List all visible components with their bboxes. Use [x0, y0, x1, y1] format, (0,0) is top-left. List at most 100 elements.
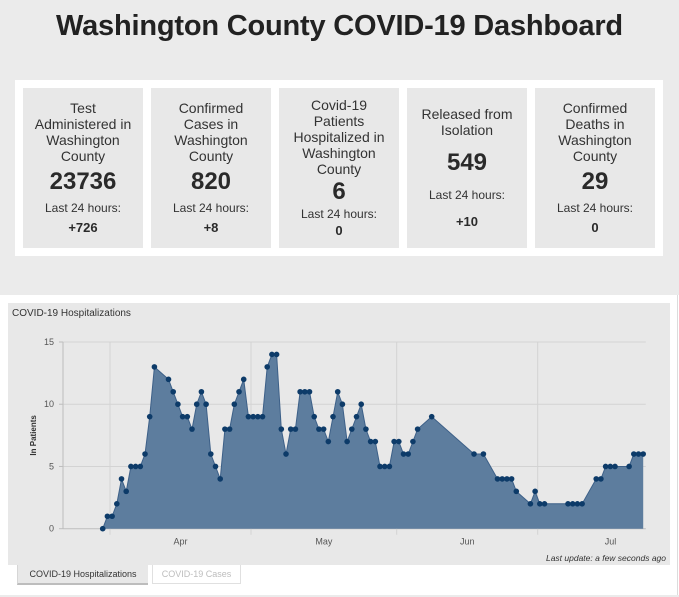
data-point[interactable] — [217, 476, 224, 482]
data-point[interactable] — [410, 438, 416, 445]
data-point[interactable] — [297, 388, 303, 395]
data-point[interactable] — [598, 476, 604, 482]
stat-title: Released from Isolation — [421, 106, 513, 139]
data-point[interactable] — [527, 501, 534, 507]
data-point[interactable] — [250, 413, 256, 420]
data-point[interactable] — [381, 463, 388, 470]
data-point[interactable] — [579, 501, 585, 507]
data-point[interactable] — [367, 438, 374, 445]
data-point[interactable] — [170, 388, 177, 395]
data-point[interactable] — [132, 463, 139, 470]
data-point[interactable] — [231, 401, 238, 408]
data-point[interactable] — [334, 388, 341, 395]
data-point[interactable] — [203, 401, 209, 408]
data-point[interactable] — [386, 463, 393, 470]
data-point[interactable] — [198, 388, 205, 395]
data-point[interactable] — [189, 426, 195, 432]
data-point[interactable] — [316, 426, 322, 432]
data-point[interactable] — [184, 413, 191, 420]
data-point[interactable] — [179, 413, 186, 420]
data-point[interactable] — [264, 364, 271, 370]
data-point[interactable] — [631, 451, 637, 457]
data-point[interactable] — [372, 438, 379, 445]
data-point[interactable] — [236, 388, 242, 395]
chart-title: COVID-19 Hospitalizations — [12, 308, 131, 319]
data-point[interactable] — [391, 438, 397, 445]
stat-delta: +10 — [455, 213, 479, 229]
data-point[interactable] — [499, 476, 506, 482]
data-point[interactable] — [480, 451, 487, 457]
data-point[interactable] — [287, 426, 294, 432]
data-point[interactable] — [541, 501, 548, 507]
data-point[interactable] — [240, 376, 247, 383]
data-point[interactable] — [226, 426, 233, 432]
data-point[interactable] — [269, 351, 275, 358]
data-point[interactable] — [306, 388, 313, 395]
data-point[interactable] — [602, 463, 609, 470]
data-point[interactable] — [471, 451, 477, 457]
stat-delta-label: Last 24 hours: — [300, 207, 378, 222]
data-point[interactable] — [640, 451, 647, 457]
data-point[interactable] — [532, 488, 538, 495]
data-point[interactable] — [349, 426, 355, 432]
data-point[interactable] — [626, 463, 632, 470]
data-point[interactable] — [273, 351, 280, 358]
data-point[interactable] — [607, 463, 614, 470]
data-point[interactable] — [104, 513, 111, 520]
data-point[interactable] — [118, 476, 125, 482]
data-point[interactable] — [165, 376, 172, 383]
stat-card-tests: Test Administered in Washington County 2… — [23, 88, 143, 248]
data-point[interactable] — [344, 438, 350, 445]
data-point[interactable] — [222, 426, 228, 432]
data-point[interactable] — [151, 364, 158, 370]
data-point[interactable] — [259, 413, 266, 420]
tab-covid-cases[interactable]: COVID-19 Cases — [152, 565, 241, 584]
data-point[interactable] — [565, 501, 571, 507]
data-point[interactable] — [283, 451, 289, 457]
data-point[interactable] — [128, 463, 134, 470]
data-point[interactable] — [537, 501, 543, 507]
data-point[interactable] — [358, 401, 365, 408]
data-point[interactable] — [146, 413, 153, 420]
data-point[interactable] — [123, 488, 130, 495]
data-point[interactable] — [428, 413, 435, 420]
data-point[interactable] — [414, 426, 421, 432]
data-point[interactable] — [142, 451, 148, 457]
data-point[interactable] — [320, 426, 327, 432]
data-point[interactable] — [114, 501, 120, 507]
data-point[interactable] — [635, 451, 642, 457]
data-point[interactable] — [400, 451, 407, 457]
data-point[interactable] — [325, 438, 332, 445]
data-point[interactable] — [504, 476, 510, 482]
data-point[interactable] — [278, 426, 285, 432]
data-point[interactable] — [363, 426, 369, 432]
data-point[interactable] — [612, 463, 618, 470]
tab-covid-hospitalizations[interactable]: COVID-19 Hospitalizations — [17, 565, 148, 585]
data-point[interactable] — [212, 463, 219, 470]
data-point[interactable] — [377, 463, 383, 470]
data-point[interactable] — [353, 413, 360, 420]
data-point[interactable] — [508, 476, 515, 482]
x-tick-label: Apr — [173, 537, 187, 547]
data-point[interactable] — [311, 413, 318, 420]
data-point[interactable] — [339, 401, 346, 408]
data-point[interactable] — [405, 451, 412, 457]
data-point[interactable] — [193, 401, 200, 408]
stat-title: Test Administered in Washington County — [34, 100, 132, 164]
data-point[interactable] — [292, 426, 299, 432]
data-point[interactable] — [513, 488, 520, 495]
data-point[interactable] — [109, 513, 115, 520]
data-point[interactable] — [396, 438, 402, 445]
data-point[interactable] — [99, 525, 106, 532]
data-point[interactable] — [302, 388, 308, 395]
data-point[interactable] — [175, 401, 181, 408]
data-point[interactable] — [208, 451, 214, 457]
data-point[interactable] — [574, 501, 581, 507]
data-point[interactable] — [255, 413, 261, 420]
data-point[interactable] — [494, 476, 501, 482]
data-point[interactable] — [593, 476, 600, 482]
data-point[interactable] — [245, 413, 252, 420]
data-point[interactable] — [569, 501, 576, 507]
data-point[interactable] — [330, 413, 336, 420]
data-point[interactable] — [137, 463, 144, 470]
